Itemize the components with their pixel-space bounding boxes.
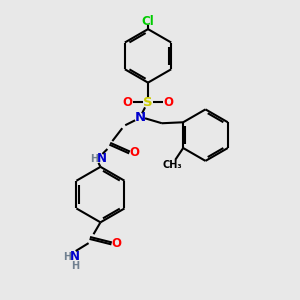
- Text: N: N: [134, 111, 146, 124]
- Text: H: H: [63, 252, 71, 262]
- Text: O: O: [129, 146, 139, 160]
- Text: O: O: [122, 96, 132, 109]
- Text: N: N: [97, 152, 106, 165]
- Text: N: N: [70, 250, 80, 263]
- Text: Cl: Cl: [142, 15, 154, 28]
- Text: CH₃: CH₃: [163, 160, 182, 170]
- Text: O: O: [111, 237, 121, 250]
- Text: S: S: [143, 96, 153, 109]
- Text: H: H: [91, 154, 99, 164]
- Text: H: H: [70, 261, 79, 271]
- Text: O: O: [164, 96, 174, 109]
